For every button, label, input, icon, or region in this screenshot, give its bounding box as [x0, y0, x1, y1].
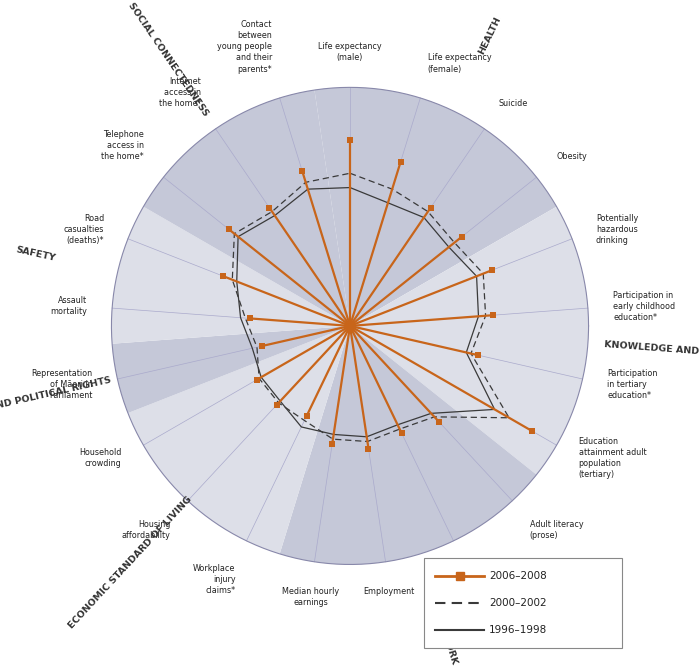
Text: Employment: Employment [364, 587, 415, 596]
Text: 1996–1998: 1996–1998 [489, 625, 547, 635]
Text: 2000–2002: 2000–2002 [489, 598, 547, 608]
Text: Life expectancy
(female): Life expectancy (female) [428, 54, 491, 73]
Text: Participation in
early childhood
education*: Participation in early childhood educati… [613, 290, 676, 322]
Polygon shape [144, 90, 350, 326]
Polygon shape [314, 87, 556, 326]
Polygon shape [112, 326, 350, 413]
Text: Household
crowding: Household crowding [79, 448, 121, 468]
Text: SAFETY: SAFETY [15, 245, 56, 263]
Text: CIVIL AND POLITICAL RIGHTS: CIVIL AND POLITICAL RIGHTS [0, 376, 112, 419]
Text: Adult literacy
(prose): Adult literacy (prose) [530, 519, 583, 540]
FancyBboxPatch shape [424, 558, 622, 648]
Text: Education
attainment adult
population
(tertiary): Education attainment adult population (t… [579, 437, 646, 479]
Text: HEALTH: HEALTH [477, 15, 503, 56]
Text: ECONOMIC STANDARD OF LIVING: ECONOMIC STANDARD OF LIVING [67, 495, 194, 630]
Text: Representation
of Māori in
Parliament: Representation of Māori in Parliament [32, 369, 92, 401]
Text: Unemployment: Unemployment [465, 564, 527, 573]
Text: Assault
mortality: Assault mortality [50, 296, 87, 317]
Polygon shape [280, 326, 536, 564]
Text: Contact
between
young people
and their
parents*: Contact between young people and their p… [217, 20, 272, 73]
Text: Obesity: Obesity [556, 153, 587, 161]
Text: Internet
access in
the home*: Internet access in the home* [159, 77, 201, 108]
Polygon shape [128, 326, 350, 554]
Text: Telephone
access in
the home*: Telephone access in the home* [101, 130, 144, 161]
Text: Workplace
injury
claims*: Workplace injury claims* [193, 564, 235, 595]
Text: Median hourly
earnings: Median hourly earnings [282, 587, 340, 607]
Text: Housing
affordability: Housing affordability [122, 519, 170, 540]
Polygon shape [350, 207, 589, 474]
Text: Suicide: Suicide [499, 99, 528, 108]
Text: KNOWLEDGE AND SKILLS: KNOWLEDGE AND SKILLS [604, 341, 700, 360]
Text: Participation
in tertiary
education*: Participation in tertiary education* [608, 369, 658, 401]
Text: SOCIAL CONNECTEDNESS: SOCIAL CONNECTEDNESS [127, 1, 210, 118]
Text: Life expectancy
(male): Life expectancy (male) [318, 42, 382, 62]
Text: PAID WORK: PAID WORK [432, 603, 458, 665]
Text: Potentially
hazardous
drinking: Potentially hazardous drinking [596, 214, 638, 245]
Text: Road
casualties
(deaths)*: Road casualties (deaths)* [64, 214, 104, 245]
Text: 2006–2008: 2006–2008 [489, 571, 547, 581]
Polygon shape [111, 206, 350, 344]
